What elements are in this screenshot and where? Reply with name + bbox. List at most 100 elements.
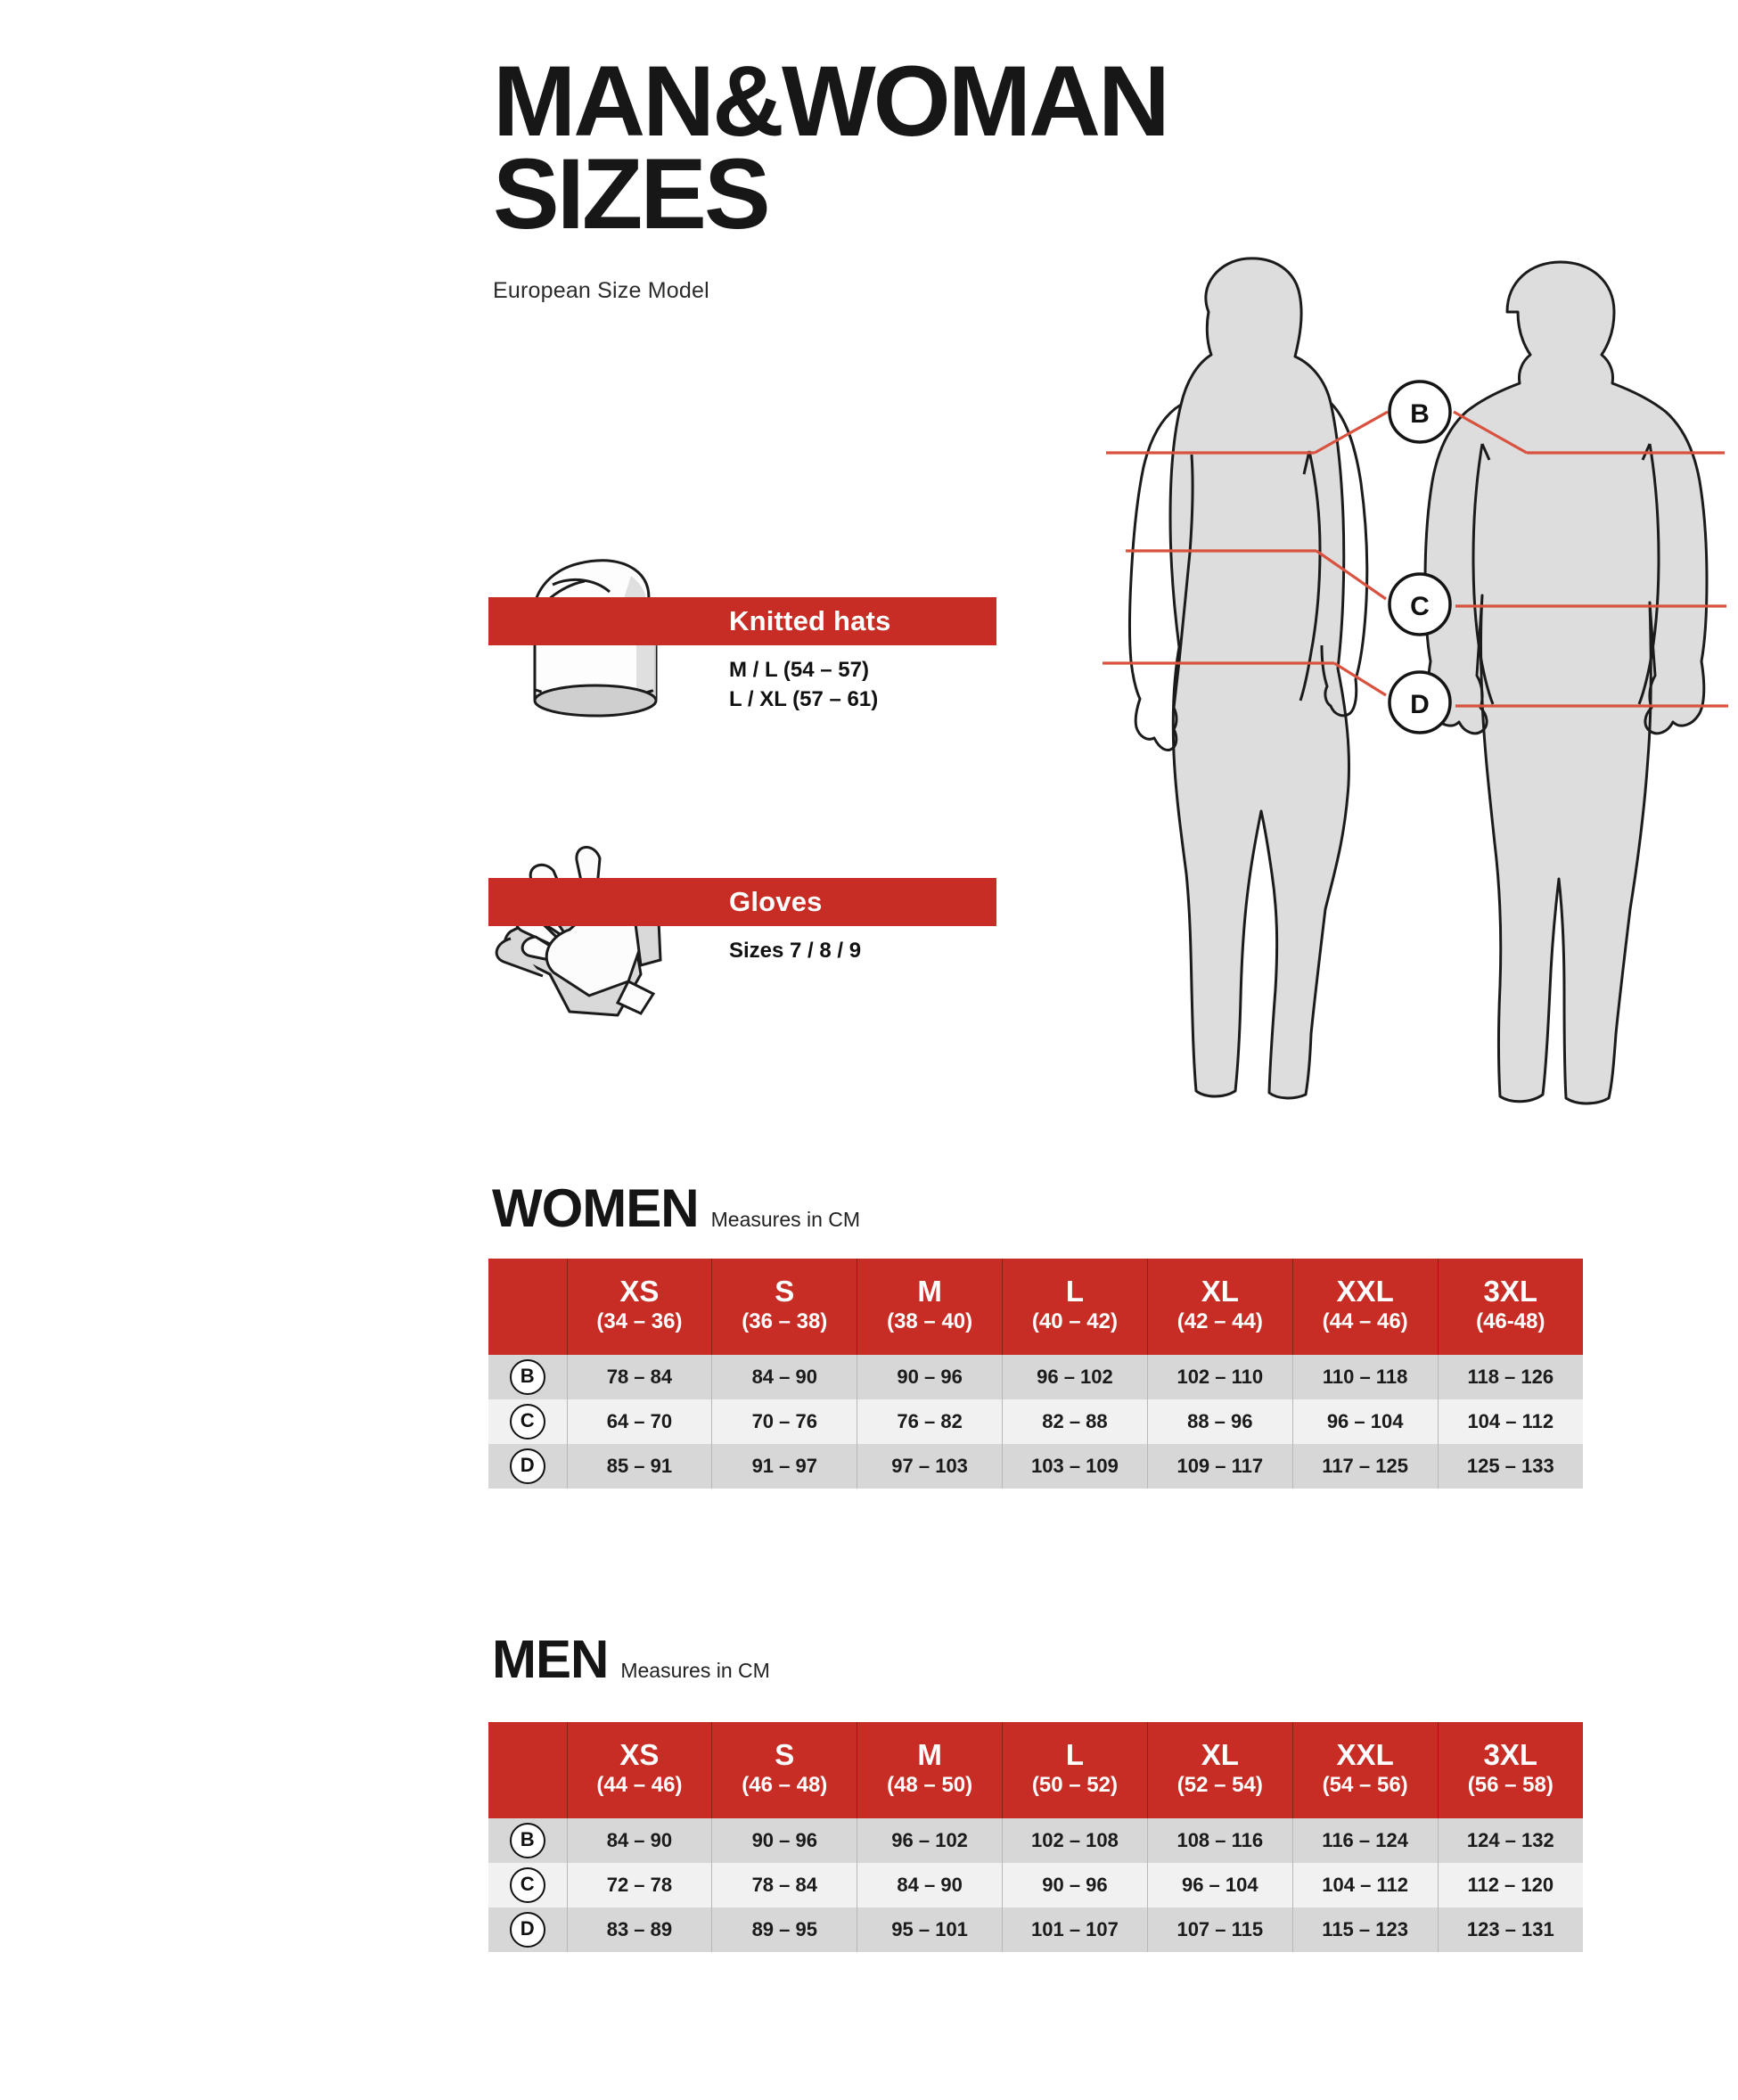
men-col-l: L (50 – 52): [1002, 1722, 1148, 1818]
col-range-label: (38 – 40): [887, 1308, 973, 1333]
cell: 108 – 116: [1147, 1818, 1293, 1863]
table-row: C 64 – 70 70 – 76 76 – 82 82 – 88 88 – 9…: [488, 1399, 1583, 1444]
col-range-label: (46 – 48): [742, 1772, 828, 1797]
col-size-label: L: [1065, 1275, 1085, 1308]
cell: 123 – 131: [1438, 1907, 1583, 1952]
women-col-xxl: XXL (44 – 46): [1292, 1259, 1439, 1355]
col-range-label: (44 – 46): [1322, 1308, 1408, 1333]
page-title: MAN&WOMAN SIZES: [493, 45, 1170, 250]
cell: 102 – 110: [1147, 1355, 1293, 1399]
col-size-label: S: [775, 1738, 795, 1772]
cell: 78 – 84: [711, 1863, 858, 1907]
col-range-label: (34 – 36): [596, 1308, 683, 1333]
col-range-label: (56 – 58): [1467, 1772, 1554, 1797]
cell: 72 – 78: [567, 1863, 713, 1907]
men-row-marker-d: D: [488, 1907, 568, 1952]
men-section-heading: MEN Measures in CM: [492, 1633, 770, 1686]
col-size-label: 3XL: [1483, 1738, 1538, 1772]
marker-C: C: [1388, 572, 1452, 636]
table-row: B 84 – 90 90 – 96 96 – 102 102 – 108 108…: [488, 1818, 1583, 1863]
gloves-icon: [484, 824, 716, 1034]
table-row: D 83 – 89 89 – 95 95 – 101 101 – 107 107…: [488, 1907, 1583, 1952]
cell: 84 – 90: [857, 1863, 1004, 1907]
women-row-marker-c: C: [488, 1399, 568, 1444]
cell: 115 – 123: [1292, 1907, 1439, 1952]
cell: 96 – 102: [857, 1818, 1004, 1863]
women-row-marker-d: D: [488, 1444, 568, 1489]
men-table-header-row: XS (44 – 46) S (46 – 48) M (48 – 50) L (…: [488, 1722, 1583, 1818]
marker-D: D: [1388, 670, 1452, 734]
cell: 101 – 107: [1002, 1907, 1148, 1952]
product-gloves: Gloves Sizes 7 / 8 / 9: [488, 846, 1023, 1029]
cell: 118 – 126: [1438, 1355, 1583, 1399]
men-size-table: XS (44 – 46) S (46 – 48) M (48 – 50) L (…: [488, 1722, 1583, 1952]
cell: 85 – 91: [567, 1444, 713, 1489]
women-col-m: M (38 – 40): [857, 1259, 1004, 1355]
women-section-heading: WOMEN Measures in CM: [492, 1182, 860, 1235]
cell: 97 – 103: [857, 1444, 1004, 1489]
col-range-label: (42 – 44): [1176, 1308, 1263, 1333]
women-title: WOMEN: [492, 1178, 700, 1238]
women-col-xs: XS (34 – 36): [567, 1259, 713, 1355]
women-header-blank: [488, 1259, 568, 1355]
male-silhouette: [1423, 260, 1709, 1105]
cell: 110 – 118: [1292, 1355, 1439, 1399]
gloves-banner: [488, 878, 996, 926]
men-col-xl: XL (52 – 54): [1147, 1722, 1293, 1818]
men-col-m: M (48 – 50): [857, 1722, 1004, 1818]
col-range-label: (50 – 52): [1031, 1772, 1118, 1797]
men-row-marker-b: B: [488, 1818, 568, 1863]
measurement-lines: [1103, 410, 1728, 708]
cell: 88 – 96: [1147, 1399, 1293, 1444]
cell: 125 – 133: [1438, 1444, 1583, 1489]
women-size-table: XS (34 – 36) S (36 – 38) M (38 – 40) L (…: [488, 1259, 1583, 1489]
cell: 124 – 132: [1438, 1818, 1583, 1863]
col-size-label: XL: [1201, 1738, 1239, 1772]
knitted-hats-label: Knitted hats: [729, 605, 891, 636]
col-range-label: (40 – 42): [1031, 1308, 1118, 1333]
cell: 78 – 84: [567, 1355, 713, 1399]
cell: 64 – 70: [567, 1399, 713, 1444]
cell: 90 – 96: [857, 1355, 1004, 1399]
cell: 102 – 108: [1002, 1818, 1148, 1863]
col-range-label: (48 – 50): [887, 1772, 973, 1797]
cell: 83 – 89: [567, 1907, 713, 1952]
cell: 103 – 109: [1002, 1444, 1148, 1489]
men-col-xs: XS (44 – 46): [567, 1722, 713, 1818]
cell: 96 – 104: [1292, 1399, 1439, 1444]
men-header-blank: [488, 1722, 568, 1818]
col-size-label: S: [775, 1275, 795, 1308]
cell: 116 – 124: [1292, 1818, 1439, 1863]
badge-c: C: [509, 1867, 545, 1903]
col-size-label: M: [917, 1738, 942, 1772]
col-range-label: (46-48): [1476, 1308, 1545, 1333]
col-range-label: (44 – 46): [596, 1772, 683, 1797]
product-knitted-hats: Knitted hats M / L (54 – 57) L / XL (57 …: [488, 559, 1023, 749]
cell: 104 – 112: [1292, 1863, 1439, 1907]
cell: 84 – 90: [711, 1355, 858, 1399]
marker-b-label: B: [1410, 399, 1430, 429]
col-size-label: XXL: [1336, 1738, 1394, 1772]
cell: 76 – 82: [857, 1399, 1004, 1444]
marker-c-label: C: [1410, 592, 1430, 621]
cell: 96 – 102: [1002, 1355, 1148, 1399]
cell: 89 – 95: [711, 1907, 858, 1952]
cell: 96 – 104: [1147, 1863, 1293, 1907]
knitted-hats-banner: [488, 597, 996, 645]
col-size-label: L: [1065, 1738, 1085, 1772]
cell: 112 – 120: [1438, 1863, 1583, 1907]
women-col-xl: XL (42 – 44): [1147, 1259, 1293, 1355]
page-subtitle: European Size Model: [493, 278, 709, 304]
col-size-label: XL: [1201, 1275, 1239, 1308]
men-title: MEN: [492, 1629, 609, 1689]
col-size-label: 3XL: [1483, 1275, 1538, 1308]
men-col-s: S (46 – 48): [711, 1722, 858, 1818]
col-range-label: (36 – 38): [742, 1308, 828, 1333]
cell: 107 – 115: [1147, 1907, 1293, 1952]
men-col-xxl: XXL (54 – 56): [1292, 1722, 1439, 1818]
women-col-3xl: 3XL (46-48): [1438, 1259, 1583, 1355]
women-col-l: L (40 – 42): [1002, 1259, 1148, 1355]
cell: 82 – 88: [1002, 1399, 1148, 1444]
cell: 90 – 96: [711, 1818, 858, 1863]
